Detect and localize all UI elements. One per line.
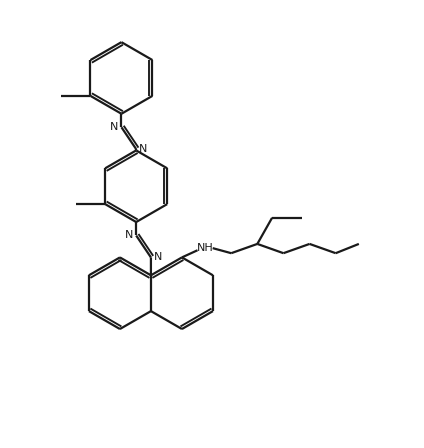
Text: NH: NH — [197, 243, 213, 253]
Text: N: N — [154, 252, 162, 263]
Text: N: N — [139, 144, 148, 154]
Text: N: N — [125, 231, 133, 241]
Text: N: N — [110, 122, 118, 132]
